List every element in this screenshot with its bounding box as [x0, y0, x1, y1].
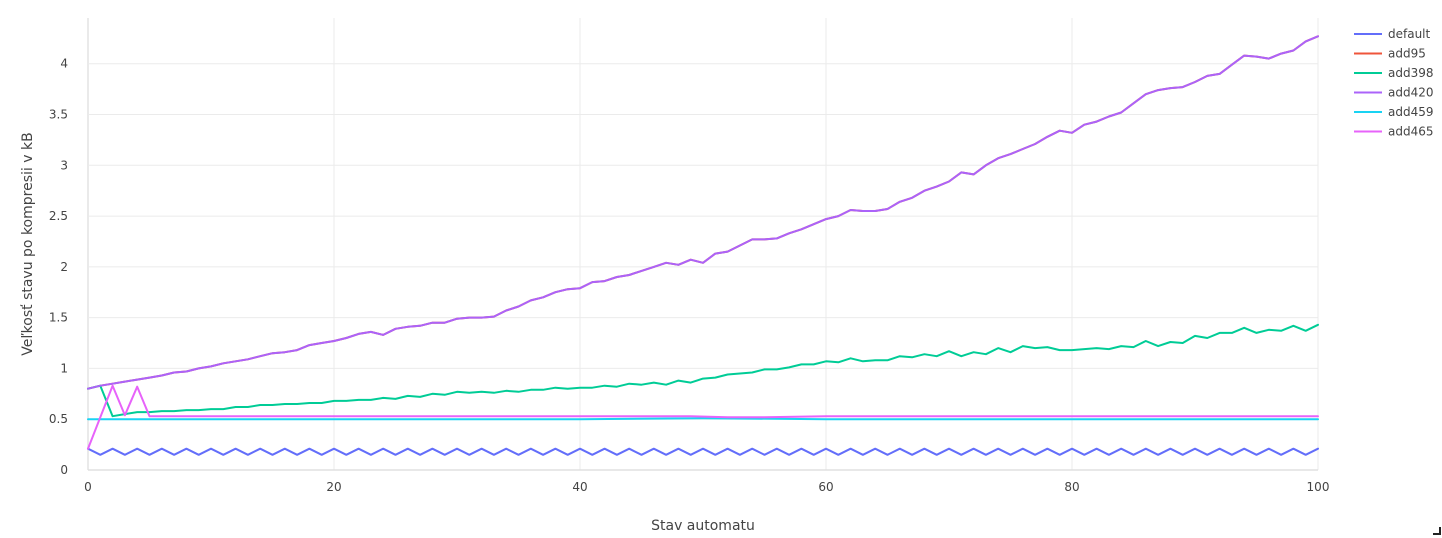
legend-item-add465[interactable]: add465	[1354, 125, 1434, 139]
series-lines	[87, 35, 1319, 456]
legend-item-add95[interactable]: add95	[1354, 47, 1426, 61]
legend-item-add420[interactable]: add420	[1354, 86, 1434, 100]
grid	[87, 18, 1319, 471]
legend-label-default: default	[1388, 27, 1431, 41]
y-axis-title: Veľkosť stavu po kompresii v kB	[20, 132, 36, 355]
y-tick-label-2: 1	[60, 361, 68, 375]
series-line-add95	[87, 35, 1319, 390]
legend-label-add459: add459	[1388, 105, 1434, 119]
x-tick-label-1: 20	[326, 480, 341, 494]
legend-label-add465: add465	[1388, 125, 1434, 139]
y-tick-label-0: 0	[60, 463, 68, 477]
x-tick-label-5: 100	[1307, 480, 1330, 494]
x-tick-label-4: 80	[1064, 480, 1079, 494]
x-tick-label-0: 0	[84, 480, 92, 494]
resize-handle-icon[interactable]	[1433, 527, 1441, 535]
x-tick-label-3: 60	[818, 480, 833, 494]
legend-item-add459[interactable]: add459	[1354, 105, 1434, 119]
series-line-add398	[87, 323, 1319, 418]
series-line-add459	[87, 417, 1319, 421]
legend-label-add95: add95	[1388, 47, 1426, 61]
legend-label-add420: add420	[1388, 86, 1434, 100]
series-line-add465	[87, 384, 1319, 450]
legend-item-default[interactable]: default	[1354, 27, 1431, 41]
y-tick-label-6: 3	[60, 158, 68, 172]
tick-labels: 0 20 40 60 80 100 0 0.5 1 1.5 2 2.5 3 3.5 4	[49, 57, 1330, 494]
y-tick-label-3: 1.5	[49, 311, 68, 325]
series-line-default	[87, 447, 1319, 456]
y-tick-label-5: 2.5	[49, 209, 68, 223]
y-tick-label-1: 0.5	[49, 412, 68, 426]
x-tick-label-2: 40	[572, 480, 587, 494]
y-tick-label-7: 3.5	[49, 107, 68, 121]
x-axis-title: Stav automatu	[651, 518, 755, 534]
series-line-add420	[87, 35, 1319, 390]
legend[interactable]: default add95 add398 add420 add459 add465	[1354, 27, 1434, 139]
y-tick-label-4: 2	[60, 260, 68, 274]
y-tick-label-8: 4	[60, 57, 68, 71]
legend-item-add398[interactable]: add398	[1354, 66, 1434, 80]
legend-label-add398: add398	[1388, 66, 1434, 80]
